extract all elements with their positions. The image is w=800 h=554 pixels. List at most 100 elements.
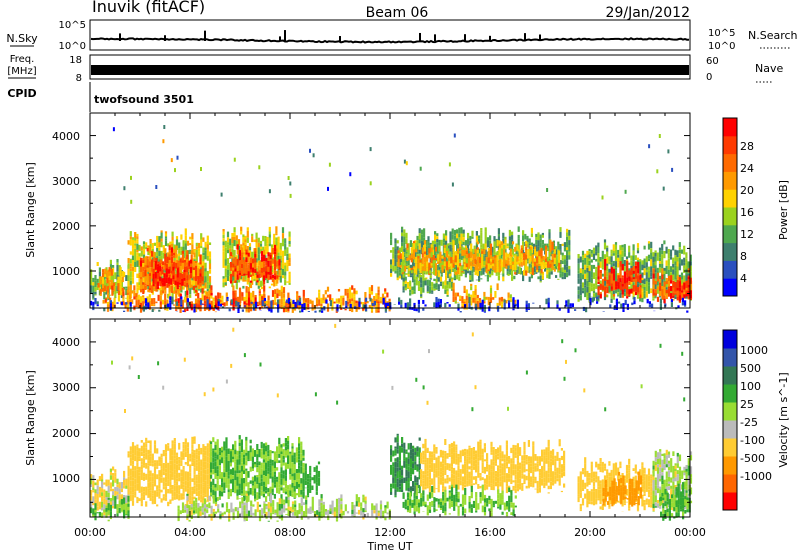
power-cell [397, 253, 400, 256]
power-cell [155, 258, 158, 264]
power-cell [204, 268, 207, 272]
velocity-cell [236, 499, 239, 500]
power-cell [639, 294, 642, 298]
power-cell [663, 286, 666, 293]
power-cell [167, 303, 170, 308]
power-cell [206, 249, 209, 257]
power-cell [162, 265, 165, 268]
power-cell [552, 266, 555, 270]
power-cell [637, 275, 640, 282]
velocity-cell [175, 490, 179, 494]
velocity-cell [206, 443, 209, 448]
power-cell [142, 295, 145, 298]
power-cell [394, 259, 397, 266]
power-cell [661, 268, 664, 275]
power-cell [186, 259, 189, 263]
power-cell [160, 262, 163, 267]
power-cell [233, 157, 236, 162]
power-cell [647, 241, 651, 244]
power-cell [595, 269, 598, 277]
power-cell [467, 270, 470, 274]
power-cell [157, 261, 160, 264]
power-cell [537, 276, 540, 280]
power-cell [663, 293, 666, 296]
power-cell [259, 280, 263, 288]
power-cell [407, 274, 410, 277]
power-cell [152, 273, 155, 280]
velocity-cell [145, 489, 148, 496]
power-cell [278, 305, 281, 308]
velocity-cell [142, 494, 146, 500]
power-cell [112, 274, 115, 281]
power-cell [270, 253, 274, 259]
velocity-cell [109, 517, 112, 520]
power-cell [617, 282, 620, 285]
power-cell [433, 306, 436, 308]
power-cell [324, 297, 327, 300]
power-cell [112, 286, 116, 290]
power-cell [279, 270, 282, 276]
power-cell [288, 262, 291, 266]
power-cell [529, 271, 532, 275]
power-cell [114, 288, 117, 295]
power-cell [540, 248, 543, 254]
power-cell [275, 255, 278, 262]
power-cell [90, 285, 93, 289]
velocity-cell [129, 475, 132, 478]
power-cell [255, 253, 258, 259]
power-cell [407, 265, 410, 268]
nave-tick-low: 0 [706, 72, 712, 83]
power-cell [599, 280, 602, 283]
power-cell [659, 279, 662, 283]
power-cell [519, 267, 522, 271]
power-cell [672, 293, 675, 297]
power-cell [111, 285, 114, 290]
power-cell [522, 253, 526, 258]
power-cell [276, 266, 279, 269]
power-cell [643, 268, 646, 276]
power-cell [485, 296, 488, 299]
power-cell [566, 247, 569, 251]
power-cell [205, 296, 209, 299]
power-cell [257, 247, 260, 255]
power-cell [225, 302, 228, 306]
power-cell [243, 264, 246, 267]
velocity-cell [245, 468, 248, 471]
power-cell [667, 149, 670, 154]
power-cell [595, 276, 598, 281]
velocity-cell [189, 453, 192, 459]
power-cell [299, 310, 302, 313]
velocity-cell [164, 447, 168, 453]
power-cell [552, 243, 555, 248]
velocity-cell [202, 486, 205, 494]
power-cell [348, 293, 352, 300]
power-cell [676, 266, 679, 274]
power-cell [98, 283, 101, 288]
power-cell [144, 285, 147, 290]
power-cell [461, 271, 464, 273]
velocity-cell [189, 472, 192, 477]
power-cell [150, 298, 154, 304]
power-cell [162, 282, 165, 286]
velocity-cell [125, 495, 128, 501]
power-cell [606, 247, 609, 252]
power-cell [415, 243, 418, 250]
power-cell [647, 290, 651, 294]
power-cell [452, 253, 455, 260]
velocity-cell [186, 471, 190, 477]
velocity-cell [216, 466, 219, 470]
velocity-cell [189, 468, 192, 473]
power-cell [142, 284, 145, 289]
power-cell [434, 241, 437, 245]
power-cell [670, 286, 673, 291]
power-cell [463, 285, 466, 291]
power-cell [667, 293, 671, 297]
power-cell [136, 249, 139, 253]
power-cell [104, 279, 107, 286]
power-cell [478, 235, 481, 239]
velocity-cell [120, 511, 123, 513]
velocity-cell [153, 501, 157, 504]
power-cell [588, 271, 591, 276]
power-cell [154, 261, 157, 264]
power-cell [191, 233, 194, 240]
